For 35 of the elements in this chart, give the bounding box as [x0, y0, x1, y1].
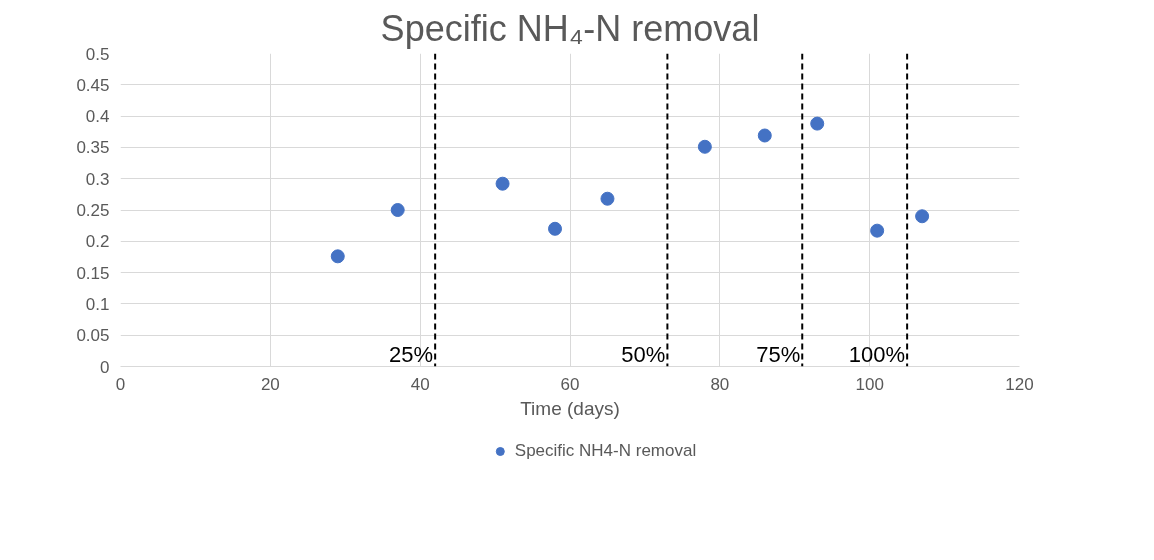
y-tick-label: 0	[100, 357, 110, 377]
x-tick-label: 120	[1005, 374, 1034, 394]
point	[330, 249, 345, 264]
y-tick-label: 0.2	[85, 232, 110, 252]
x-tick-label: 80	[710, 374, 730, 394]
x-tick-label: 60	[560, 374, 580, 394]
y-tick-label: 0.1	[85, 294, 110, 314]
point	[600, 191, 615, 206]
point	[757, 128, 772, 143]
x-tick-label: 20	[260, 374, 280, 394]
annotation: 100%	[848, 341, 906, 367]
x-axis-title: Time (days)	[520, 397, 620, 419]
point	[697, 139, 712, 154]
y-tick-label: 0.35	[76, 138, 110, 158]
y-tick-label: 0.5	[85, 44, 110, 64]
point	[810, 116, 825, 131]
point	[390, 203, 405, 217]
y-tick-label: 0.4	[85, 107, 110, 127]
annotation: 75%	[756, 341, 801, 367]
point	[495, 176, 510, 191]
y-tick-label: 0.45	[76, 75, 110, 95]
y-tick-label: 0.15	[76, 263, 110, 283]
chart-title: Specific NH₄-N removal	[380, 7, 760, 49]
y-tick-label: 0.3	[85, 169, 110, 189]
point	[915, 209, 930, 224]
annotation: 25%	[389, 341, 434, 367]
annotation: 50%	[621, 341, 666, 367]
point	[870, 223, 885, 238]
x-tick-label: 100	[855, 374, 884, 394]
point	[548, 221, 563, 236]
x-tick-label: 40	[410, 374, 430, 394]
x-tick-label: 0	[115, 374, 126, 394]
y-tick-label: 0.05	[76, 326, 110, 346]
legend-label: Specific NH4-N removal	[514, 441, 697, 461]
y-tick-label: 0.25	[76, 201, 110, 220]
